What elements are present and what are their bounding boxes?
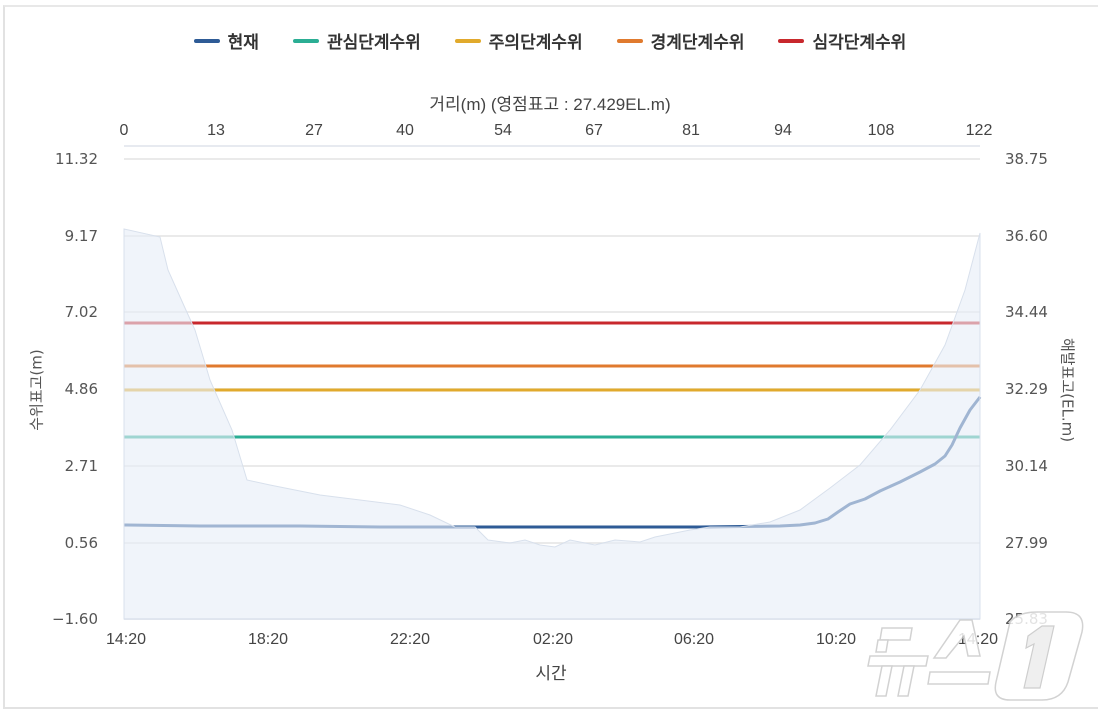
legend-swatch-icon [454,38,481,43]
chart-frame [3,5,1098,709]
legend-item-attention[interactable]: 관심단계수위 [292,28,421,53]
legend-label: 관심단계수위 [326,33,421,53]
threshold-lines [124,321,980,439]
left-axis-tick: 0.56 [64,534,98,552]
right-axis-tick: 27.99 [1005,534,1048,552]
top-axis-tick: 40 [396,122,414,139]
news1-watermark-logo [867,611,1084,701]
top-axis-tick: 67 [585,122,603,139]
bottom-axis-title: 시간 [535,664,567,683]
legend-label: 경계단계수위 [650,33,745,53]
bottom-axis-tick: 10:20 [815,631,857,648]
bottom-axis-tick: 06:20 [673,631,715,648]
top-axis-tick: 27 [305,122,323,139]
legend-swatch-icon [193,38,220,43]
top-axis-tick: 94 [774,122,792,139]
top-axis-tick: 122 [965,122,993,139]
legend-item-warning[interactable]: 경계단계수위 [616,28,745,53]
right-axis-tick: 36.60 [1005,227,1048,245]
left-axis-tick: 9.17 [64,227,98,245]
cross-section-area [123,228,981,620]
top-axis-tick: 0 [119,122,129,139]
left-axis-tick: 2.71 [64,457,98,475]
bottom-axis-tick: 02:20 [532,631,574,648]
right-axis-tick: 38.75 [1005,150,1048,168]
legend-swatch-icon [292,38,319,43]
legend-label: 심각단계수위 [812,33,907,53]
left-axis-tick: 11.32 [55,150,98,168]
top-axis-tick: 13 [207,122,225,139]
right-axis-tick: 30.14 [1005,457,1048,475]
legend-swatch-icon [778,38,805,43]
legend-swatch-icon [616,38,643,43]
top-axis-title: 거리(m) (영점표고 : 27.429EL.m) [429,95,671,114]
top-axis-tick: 81 [682,122,700,139]
left-axis-tick: 4.86 [64,380,98,398]
left-axis-tick: 7.02 [64,303,98,321]
right-axis-tick: 32.29 [1005,380,1048,398]
bottom-axis-tick: 18:20 [247,631,289,648]
right-axis-title: 해발표고(EL.m) [1058,337,1077,443]
bottom-axis-tick: 22:20 [389,631,431,648]
top-axis-tick: 108 [867,122,895,139]
legend-label: 현재 [227,33,259,53]
chart-legend: 현재 관심단계수위 주의단계수위 경계단계수위 심각단계수위 [0,28,1100,53]
bottom-axis-tick: 14:20 [105,631,147,648]
legend-label: 주의단계수위 [488,33,583,53]
legend-item-caution[interactable]: 주의단계수위 [454,28,583,53]
top-axis-tick: 54 [494,122,512,139]
left-axis-tick: −1.60 [52,610,98,628]
legend-item-current[interactable]: 현재 [193,28,259,53]
right-axis-tick: 34.44 [1005,303,1048,321]
legend-item-serious[interactable]: 심각단계수위 [778,28,906,53]
